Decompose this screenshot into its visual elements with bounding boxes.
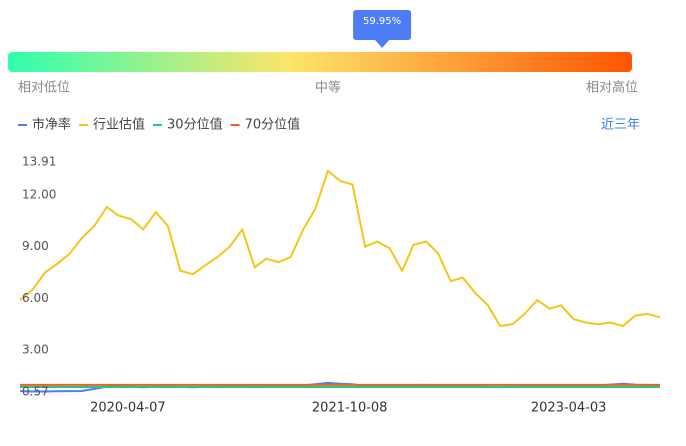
x-tick-label: 2021-10-08 (312, 401, 388, 416)
y-tick-label: 3.00 (22, 343, 49, 357)
x-tick-label: 2023-04-03 (531, 401, 607, 416)
gauge-low: 相对低位 (18, 81, 70, 96)
y-tick-label: 12.00 (22, 187, 56, 201)
y-tick-label: 13.91 (22, 155, 56, 169)
legend-label[interactable]: 70分位值 (245, 117, 301, 133)
gauge-mid: 中等 (315, 80, 341, 96)
y-tick-label: 9.00 (22, 239, 49, 253)
range-button[interactable]: 近三年 (601, 118, 640, 133)
legend-label[interactable]: 行业估值 (93, 117, 145, 133)
gauge-high: 相对高位 (586, 80, 638, 96)
gauge-bar (8, 52, 632, 72)
y-tick-label: 6.00 (22, 291, 49, 305)
legend-label[interactable]: 30分位值 (167, 117, 223, 133)
y-tick-label: 0.57 (22, 385, 49, 399)
marker-label: 59.95% (363, 16, 401, 27)
x-tick-label: 2020-04-07 (90, 401, 166, 416)
marker-box (353, 10, 412, 40)
legend-label[interactable]: 市净率 (32, 117, 71, 133)
series-line (19, 169, 661, 328)
gauge-marker: 59.95% (353, 10, 412, 48)
marker-tip (375, 40, 390, 48)
